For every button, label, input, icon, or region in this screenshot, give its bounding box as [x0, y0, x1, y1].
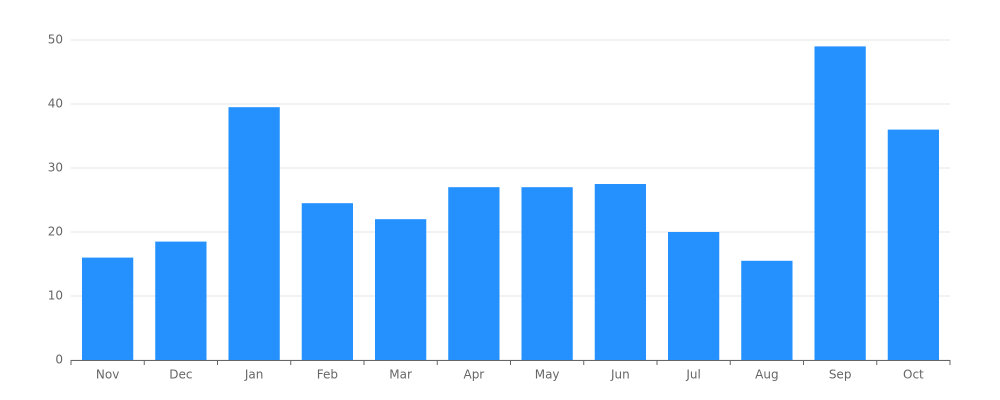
x-tick-label: Jul: [685, 368, 700, 382]
bar: [741, 260, 793, 360]
y-tick-label: 10: [48, 289, 63, 303]
x-tick-label: Dec: [169, 368, 192, 382]
x-tick-label: Mar: [389, 368, 412, 382]
y-tick-label: 50: [48, 33, 63, 47]
x-tick-label: Nov: [96, 368, 119, 382]
bar: [448, 187, 500, 360]
x-tick-label: May: [535, 368, 560, 382]
bar: [81, 257, 134, 360]
x-tick-label: Sep: [829, 368, 852, 382]
x-tick-label: Feb: [317, 368, 338, 382]
x-tick-label: Apr: [463, 368, 484, 382]
bar: [155, 241, 207, 360]
bar: [594, 184, 647, 360]
x-tick-label: Aug: [755, 368, 778, 382]
bar: [301, 203, 354, 360]
y-tick-label: 30: [48, 161, 63, 175]
y-tick-label: 20: [48, 225, 63, 239]
y-tick-label: 0: [55, 353, 63, 367]
y-tick-label: 40: [48, 97, 63, 111]
bar: [374, 219, 427, 360]
bar: [521, 187, 573, 360]
bar: [228, 107, 280, 360]
x-tick-label: Jan: [244, 368, 264, 382]
x-tick-label: Jun: [610, 368, 630, 382]
bar: [667, 232, 720, 360]
bar: [887, 129, 940, 360]
x-tick-label: Oct: [903, 368, 924, 382]
bar: [814, 46, 866, 361]
